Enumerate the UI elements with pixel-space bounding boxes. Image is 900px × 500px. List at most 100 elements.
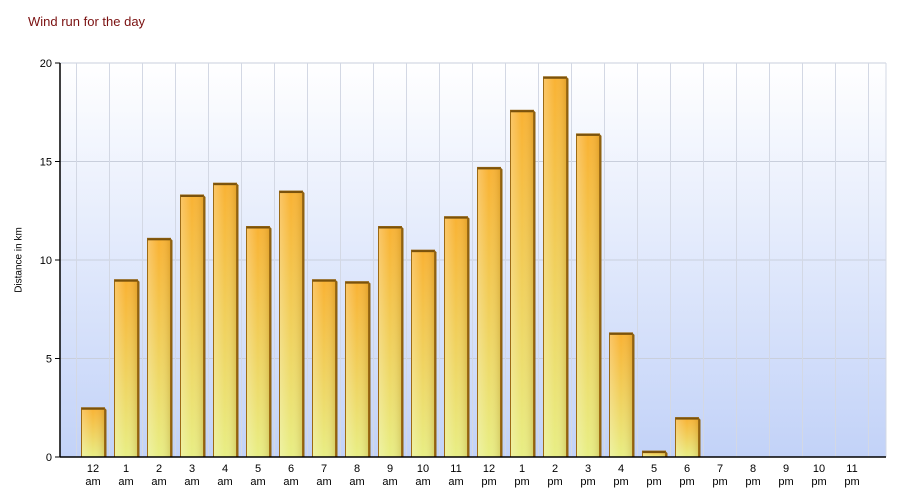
x-tick-label-suffix: pm [613,476,628,488]
x-tick-label-suffix: am [85,476,100,488]
bar-cap [312,279,336,282]
bar-cap [477,167,501,170]
x-tick-label: 8 [354,463,360,475]
y-tick-label: 5 [46,354,52,366]
y-tick-label: 15 [40,157,52,169]
x-tick-label: 2 [156,463,162,475]
bar [642,450,668,458]
bar-cap [180,194,204,197]
y-tick-label: 20 [40,58,52,70]
bar [279,190,305,458]
chart-title: Wind run for the day [28,14,146,29]
bar-shading [148,238,170,457]
bar-cap [510,110,534,113]
x-tick-label: 3 [189,463,195,475]
bar [411,249,437,458]
x-tick-label-suffix: pm [481,476,496,488]
x-tick-label-suffix: am [250,476,265,488]
x-tick-label: 9 [783,463,789,475]
x-tick-label-suffix: am [217,476,232,488]
x-tick-label: 7 [717,463,723,475]
bar-cap [642,451,666,454]
x-tick-label-suffix: pm [745,476,760,488]
x-tick-label: 2 [552,463,558,475]
x-tick-label-suffix: am [382,476,397,488]
x-tick-label: 12 [483,463,495,475]
x-tick-label: 6 [684,463,690,475]
bar [510,109,536,458]
x-tick-label-suffix: am [184,476,199,488]
x-tick-label-suffix: am [316,476,331,488]
x-tick-label: 4 [222,463,228,475]
bar-shading [412,250,434,457]
x-tick-label: 1 [519,463,525,475]
x-tick-label: 11 [450,463,461,475]
bar [114,279,140,458]
bar-shading [115,280,137,457]
x-tick-label-suffix: pm [679,476,694,488]
bar-shading [280,191,302,457]
x-tick-label-suffix: am [448,476,463,488]
bar-cap [609,332,633,335]
bar-cap [378,226,402,229]
x-tick-label-suffix: pm [547,476,562,488]
x-tick-label: 10 [417,463,429,475]
bar-cap [543,76,567,79]
bar-shading [313,280,335,457]
x-tick-label-suffix: pm [778,476,793,488]
x-tick-label-suffix: pm [844,476,859,488]
x-tick-label: 7 [321,463,327,475]
bar-shading [610,333,632,457]
x-tick-label: 11 [846,463,857,475]
x-tick-label: 12 [87,463,99,475]
x-tick-label: 10 [813,463,825,475]
bar-cap [81,407,105,410]
bar-shading [577,134,599,457]
x-tick-label: 5 [651,463,657,475]
x-tick-label: 5 [255,463,261,475]
x-tick-label: 3 [585,463,591,475]
bar-shading [544,77,566,457]
x-tick-label-suffix: pm [514,476,529,488]
bar [213,182,239,458]
bar-shading [181,195,203,457]
x-tick-label-suffix: am [415,476,430,488]
bar-cap [576,133,600,136]
bar [345,281,371,458]
x-tick-label: 6 [288,463,294,475]
bar-shading [445,217,467,457]
bar-cap [675,417,699,420]
bar-shading [478,167,500,457]
x-tick-label-suffix: pm [580,476,595,488]
bar [246,226,272,458]
bar [609,332,635,458]
bar-shading [676,418,698,457]
y-tick-label: 10 [40,255,52,267]
bar [477,166,503,458]
x-tick-label-suffix: am [349,476,364,488]
bar [147,237,173,458]
bar [378,226,404,458]
bar-cap [345,281,369,284]
bar-shading [214,183,236,457]
x-tick-label-suffix: pm [646,476,661,488]
bar [180,194,206,458]
bar-cap [411,250,435,253]
bar-cap [279,191,303,194]
x-tick-label: 9 [387,463,393,475]
x-tick-label: 1 [123,463,129,475]
bar-cap [213,183,237,186]
y-tick-label: 0 [46,452,52,464]
bar-cap [246,226,270,229]
bar-shading [82,408,104,457]
x-tick-label-suffix: pm [811,476,826,488]
bar-shading [247,227,269,457]
bar-cap [444,216,468,219]
bar [312,279,338,458]
x-tick-label-suffix: am [283,476,298,488]
x-tick-label: 4 [618,463,624,475]
bar-shading [511,110,533,457]
x-tick-label-suffix: pm [712,476,727,488]
